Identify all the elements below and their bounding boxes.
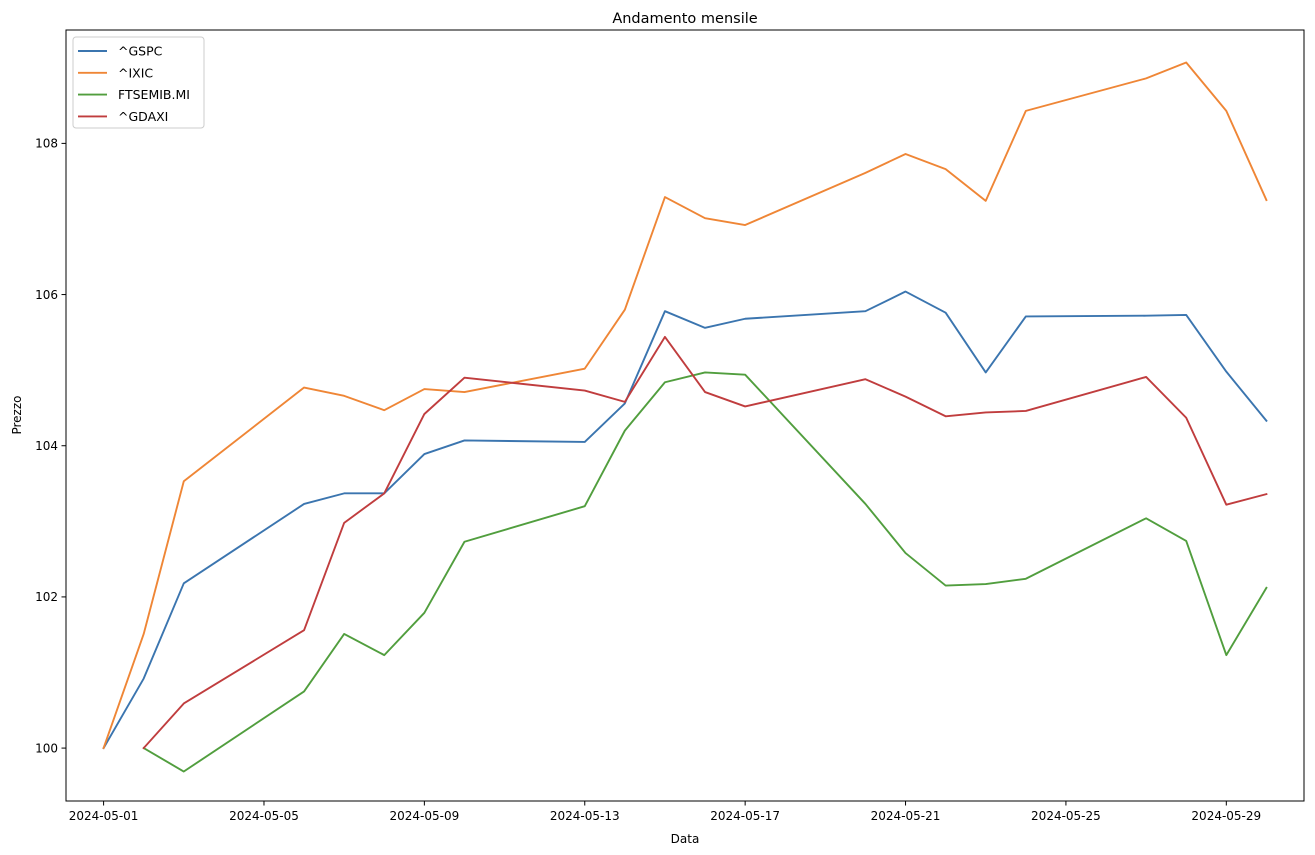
x-axis: 2024-05-01 2024-05-05 2024-05-09 2024-05-13… <box>69 801 1261 823</box>
series-line-1 <box>102 290 1268 750</box>
x-tick-label: 2024-05-29 <box>1191 809 1261 823</box>
y-tick-label: 102 <box>35 590 58 604</box>
x-tick-label: 2024-05-09 <box>389 809 459 823</box>
x-tick-label: 2024-05-25 <box>1031 809 1101 823</box>
chart-title: Andamento mensile <box>612 11 757 27</box>
x-tick-label: 2024-05-01 <box>69 809 139 823</box>
series-line-2 <box>102 61 1268 750</box>
legend-box <box>72 36 205 129</box>
x-tick-label: 2024-05-13 <box>550 809 620 823</box>
y-tick-label: 106 <box>35 288 58 302</box>
x-tick-label: 2024-05-17 <box>710 809 780 823</box>
x-tick-label: 2024-05-21 <box>871 809 941 823</box>
y-axis-title: Prezzo <box>10 395 24 434</box>
series-layer <box>102 61 1268 773</box>
legend: ^GSPC ^IXIC FTSEMIB.MI ^GDAXI <box>72 36 205 129</box>
y-axis: 100 102 104 106 108 <box>35 137 66 755</box>
legend-label-1: ^GSPC <box>118 44 163 59</box>
legend-label-3: FTSEMIB.MI <box>118 87 190 102</box>
y-tick-label: 100 <box>35 741 58 755</box>
series-line-3 <box>142 371 1268 773</box>
legend-label-2: ^IXIC <box>118 65 153 80</box>
x-tick-label: 2024-05-05 <box>229 809 299 823</box>
series-line-4 <box>142 335 1268 750</box>
x-axis-title: Data <box>671 832 700 846</box>
y-tick-label: 108 <box>35 137 58 151</box>
plot-area <box>65 29 1305 802</box>
legend-label-4: ^GDAXI <box>118 109 168 124</box>
y-tick-label: 104 <box>35 439 58 453</box>
